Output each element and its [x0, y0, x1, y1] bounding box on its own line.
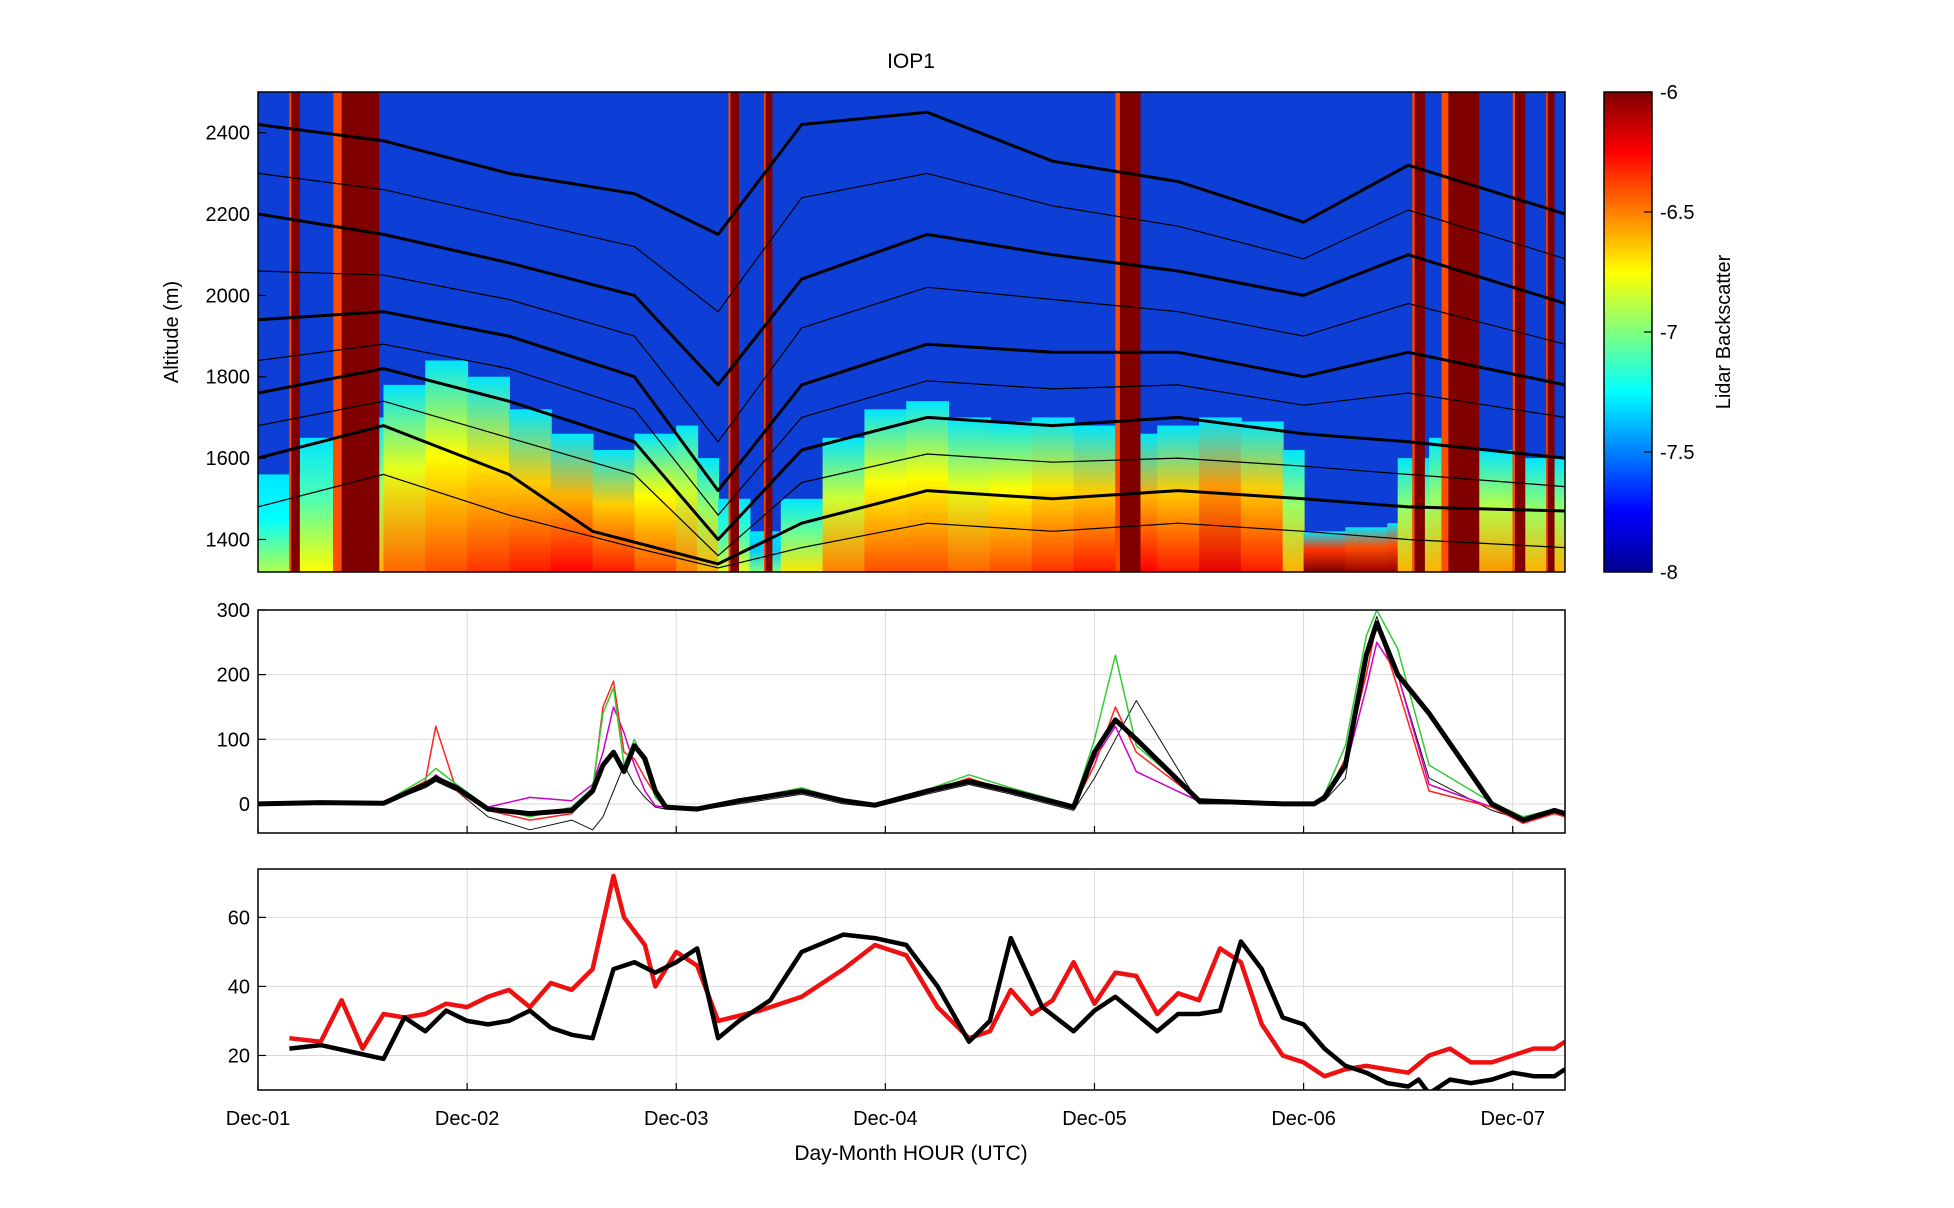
- contour-line: [258, 310, 1565, 493]
- flux-series: [258, 610, 1565, 831]
- cloud-band-edge: [333, 92, 342, 572]
- backscatter-column: [1031, 417, 1075, 572]
- backscatter-column: [1345, 527, 1389, 572]
- backscatter-column: [1073, 425, 1117, 572]
- bottom-y-ticks: 20 40 60: [228, 907, 1514, 1090]
- backscatter-column: [1157, 425, 1201, 572]
- colorbar-tick-label: -7: [1660, 322, 1678, 344]
- cloud-band: [728, 92, 739, 572]
- series-line: [289, 932, 1565, 1090]
- date-tick-label: Dec-06: [1271, 1108, 1335, 1130]
- flux-y-ticks: 0 100 200 300: [217, 600, 1514, 833]
- cloud-band-edge: [764, 92, 766, 572]
- series-line: [289, 873, 1565, 1079]
- figure-title: IOP1: [887, 50, 935, 73]
- contour-line: [258, 343, 1565, 516]
- contour-line: [258, 110, 1565, 236]
- altitude-tick-label: 2200: [206, 204, 251, 226]
- altitude-ticks: 1400 1600 1800 2000 2200 2400: [206, 123, 266, 551]
- altitude-tick-label: 1400: [206, 529, 251, 551]
- backscatter-column: [864, 409, 908, 572]
- y-tick-label: 200: [217, 665, 250, 687]
- x-axis-label: Day-Month HOUR (UTC): [794, 1142, 1027, 1165]
- cloud-band: [289, 92, 300, 572]
- cloud-band: [764, 92, 773, 572]
- date-tick-label: Dec-02: [435, 1108, 499, 1130]
- date-tick-label: Dec-04: [853, 1108, 917, 1130]
- colorbar-tick-label: -6: [1660, 82, 1678, 104]
- backscatter-column: [676, 425, 699, 572]
- colorbar-tick-label: -6.5: [1660, 202, 1694, 224]
- backscatter-column: [1303, 531, 1347, 572]
- cloud-band-edge: [289, 92, 292, 572]
- backscatter-column: [425, 360, 469, 572]
- backscatter-column: [906, 401, 950, 572]
- backscatter-column: [780, 498, 824, 572]
- contour-line: [258, 424, 1565, 566]
- backscatter-column: [822, 437, 866, 572]
- date-ticks: Dec-01 Dec-02 Dec-03 Dec-04 Dec-05 Dec-06 Dec-…: [226, 1108, 1545, 1130]
- y-tick-label: 0: [239, 794, 250, 816]
- y-tick-label: 100: [217, 729, 250, 751]
- cloud-band-edge: [1115, 92, 1120, 572]
- bottom-series: [289, 873, 1565, 1090]
- backscatter-column: [467, 376, 510, 572]
- backscatter-column: [592, 449, 636, 572]
- cloud-band-edge: [1412, 92, 1415, 572]
- cloud-band-edge: [728, 92, 731, 572]
- bottom-background: [258, 869, 1565, 1090]
- y-tick-label: 60: [228, 907, 250, 929]
- flux-panel: 0 100 200 300: [217, 600, 1566, 834]
- backscatter-column: [550, 433, 594, 572]
- altitude-tick-label: 1600: [206, 448, 251, 470]
- backscatter-column: [1387, 523, 1399, 572]
- contour-line: [258, 367, 1565, 541]
- potential-temperature-contours: [258, 110, 1565, 569]
- colorbar-tick-label: -8: [1660, 562, 1678, 584]
- cloud-bands: [289, 92, 1555, 572]
- altitude-tick-label: 1800: [206, 367, 251, 389]
- date-tick-label: Dec-07: [1480, 1108, 1544, 1130]
- flux-frame: [257, 609, 1566, 834]
- y-tick-label: 300: [217, 600, 250, 622]
- colorbar-label: Lidar Backscatter: [1713, 254, 1735, 409]
- contour-line: [258, 212, 1565, 387]
- altitude-axis-label: Altitude (m): [161, 281, 183, 383]
- contour-line: [258, 172, 1565, 313]
- date-tick-label: Dec-03: [644, 1108, 708, 1130]
- backscatter-column: [1282, 449, 1305, 572]
- cloud-band: [1546, 92, 1555, 572]
- bottom-frame: [257, 868, 1566, 1091]
- colorbar-tick-label: -7.5: [1660, 442, 1694, 464]
- contour-line: [258, 473, 1565, 569]
- date-tick-label: Dec-05: [1062, 1108, 1126, 1130]
- y-tick-label: 20: [228, 1045, 250, 1067]
- altitude-tick-label: 2400: [206, 123, 251, 145]
- backscatter-column: [383, 384, 427, 572]
- contour-line: [258, 270, 1565, 443]
- backscatter-panel: 1400 1600 1800 2000 2200 2400 Altitude (m): [161, 91, 1566, 573]
- contour-line: [258, 400, 1565, 557]
- cloud-band-edge: [1546, 92, 1548, 572]
- date-tick-label: Dec-01: [226, 1108, 290, 1130]
- cloud-band-edge: [1512, 92, 1515, 572]
- series-line: [258, 620, 1565, 823]
- colorbar-ticks: -6 -6.5 -7 -7.5 -8: [1644, 82, 1694, 584]
- cloud-band-edge: [1441, 92, 1449, 572]
- backscatter-frame: [257, 91, 1566, 573]
- colorbar: -6 -6.5 -7 -7.5 -8 Lidar Backscatter: [1603, 82, 1735, 584]
- altitude-tick-label: 2000: [206, 285, 251, 307]
- y-tick-label: 40: [228, 976, 250, 998]
